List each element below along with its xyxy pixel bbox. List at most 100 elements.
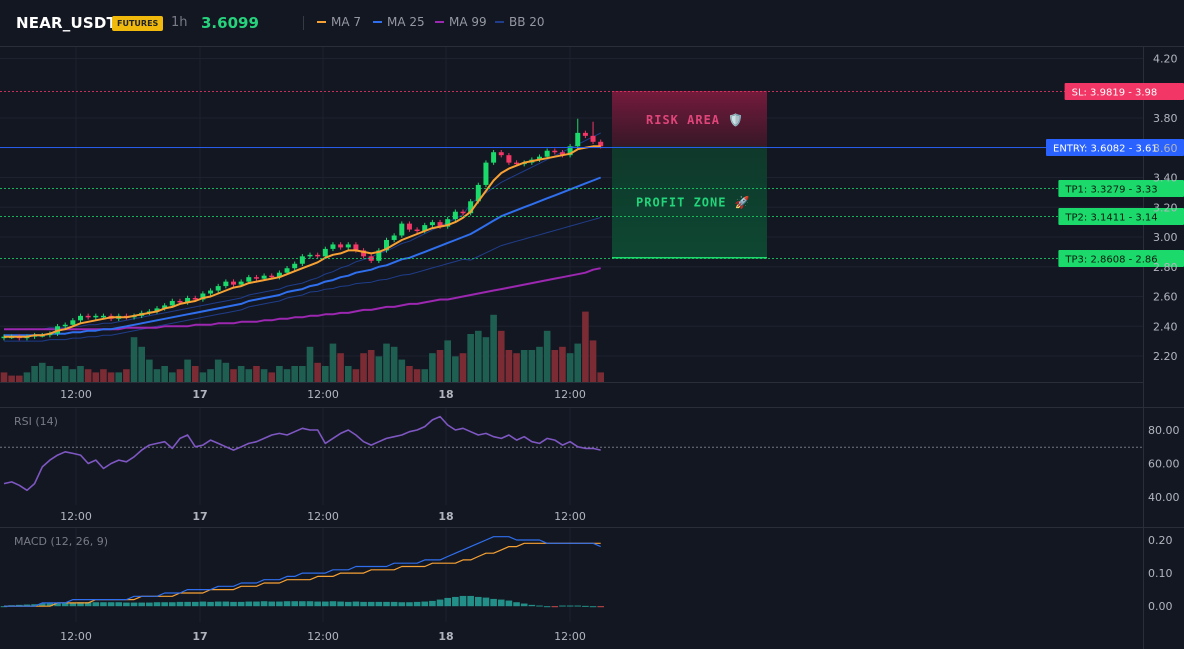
time-tick-label: 17 xyxy=(192,388,207,401)
price-tick-label: 3.40 xyxy=(1153,172,1178,185)
volume-bar xyxy=(214,359,222,382)
volume-bar xyxy=(383,343,390,382)
volume-bar xyxy=(245,369,253,382)
legend-swatch xyxy=(435,20,444,23)
price-tick-label: 4.20 xyxy=(1153,53,1178,66)
candle-body xyxy=(384,239,389,251)
volume-bar xyxy=(536,346,543,382)
level-label-tp2: TP2: 3.1411 - 3.14 xyxy=(1058,208,1184,225)
candle xyxy=(575,118,581,149)
macd-histogram-bar xyxy=(467,595,474,607)
candle xyxy=(544,148,550,159)
candle-body xyxy=(498,152,504,156)
volume-bar xyxy=(421,369,429,382)
candle-body xyxy=(85,315,91,318)
candle-body xyxy=(491,152,497,163)
time-tick-label: 12:00 xyxy=(554,510,586,523)
volume-bar xyxy=(505,350,513,382)
macd-histogram-bar xyxy=(84,602,92,607)
candle xyxy=(498,149,504,158)
price-tick-label: 3.00 xyxy=(1153,231,1178,244)
volume-bar xyxy=(589,340,597,382)
macd-histogram-bar xyxy=(452,596,459,607)
legend-swatch xyxy=(317,20,326,23)
candle-body xyxy=(315,254,321,257)
macd-histogram-bar xyxy=(375,601,383,607)
candle-body xyxy=(253,277,259,279)
candle-body xyxy=(330,244,336,249)
timeframe-label[interactable]: 1h xyxy=(171,15,188,30)
macd-histogram-bar xyxy=(191,601,199,607)
candle-body xyxy=(208,290,214,294)
level-label-text: TP3: 2.8608 - 2.86 xyxy=(1064,254,1157,265)
candle-body xyxy=(590,135,596,142)
macd-histogram-bar xyxy=(497,599,505,607)
legend-item-bb20[interactable]: BB 20 xyxy=(495,15,545,29)
candle xyxy=(223,279,229,289)
macd-histogram-bar xyxy=(551,606,559,608)
chart-header: NEAR_USDT FUTURES 1h 3.6099 MA 7 MA 25 M… xyxy=(0,0,1184,46)
candle-body xyxy=(162,305,168,309)
macd-histogram-bar xyxy=(69,602,77,607)
volume-bar xyxy=(344,366,352,382)
macd-histogram-bar xyxy=(169,602,176,607)
legend-label: BB 20 xyxy=(509,15,545,29)
volume-bar xyxy=(574,343,582,382)
macd-histogram-bar xyxy=(337,601,344,607)
candle xyxy=(445,216,451,229)
macd-histogram-bar xyxy=(214,601,222,607)
candle-body xyxy=(429,222,435,226)
candle-body xyxy=(100,315,106,318)
candle xyxy=(567,144,573,158)
price-tick-label: 3.80 xyxy=(1153,112,1178,125)
candle xyxy=(384,237,389,253)
candle-body xyxy=(537,156,542,160)
level-label-bg xyxy=(1058,180,1184,197)
volume-bar xyxy=(322,366,329,382)
volume-bar xyxy=(543,330,551,382)
volume-bar xyxy=(375,356,383,382)
volume-bar xyxy=(8,375,15,382)
macd-histogram-bar xyxy=(100,602,107,607)
candle-body xyxy=(452,211,458,220)
candle-body xyxy=(276,272,282,278)
candle-body xyxy=(93,315,99,318)
candle-body xyxy=(598,141,604,147)
price-tick-label: 3.20 xyxy=(1153,201,1178,214)
candle xyxy=(399,221,405,238)
candle-body xyxy=(292,263,298,269)
macd-histogram-bar xyxy=(352,601,360,607)
macd-histogram-bar xyxy=(520,603,528,607)
volume-bar xyxy=(452,356,459,382)
candle-body xyxy=(62,324,68,327)
level-label-text: SL: 3.9819 - 3.98 xyxy=(1072,87,1158,98)
macd-histogram-bar xyxy=(406,602,413,607)
candle xyxy=(491,149,497,165)
legend-item-ma25[interactable]: MA 25 xyxy=(373,15,425,29)
candle xyxy=(253,274,259,281)
rsi-line xyxy=(3,415,601,492)
legend-item-ma7[interactable]: MA 7 xyxy=(317,15,361,29)
legend-item-ma99[interactable]: MA 99 xyxy=(435,15,487,29)
volume-bar xyxy=(291,366,298,382)
time-tick-label: 12:00 xyxy=(60,510,92,523)
macd-histogram-bar xyxy=(161,602,168,607)
macd-tick-label: 0.10 xyxy=(1148,567,1173,580)
macd-histogram-bar xyxy=(92,602,100,607)
candle-body xyxy=(70,320,76,325)
ma7-line xyxy=(4,145,601,338)
rsi-tick-label: 80.00 xyxy=(1148,424,1180,437)
bb-upper-band xyxy=(4,132,601,330)
candle-body xyxy=(353,244,359,251)
macd-histogram-bar xyxy=(138,602,145,607)
level-label-bg xyxy=(1046,139,1184,156)
macd-histogram xyxy=(0,595,604,608)
macd-histogram-bar xyxy=(574,605,582,607)
symbol-name[interactable]: NEAR_USDT xyxy=(16,14,117,32)
volume-bar xyxy=(352,369,360,382)
volume-bar xyxy=(31,366,38,382)
candle-body xyxy=(246,277,252,282)
candle-body xyxy=(215,286,221,291)
macd-histogram-bar xyxy=(107,602,115,607)
